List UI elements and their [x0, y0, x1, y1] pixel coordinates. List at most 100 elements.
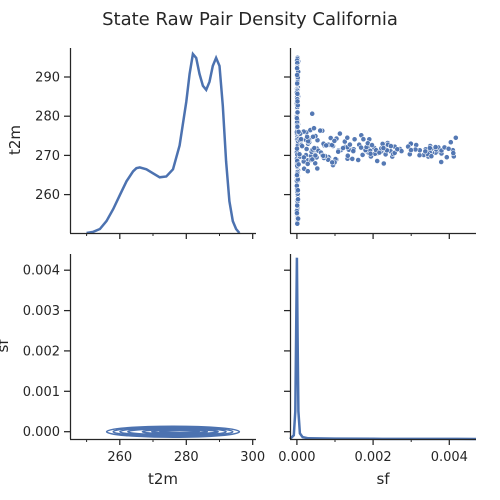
kde2d-contour-level	[112, 426, 234, 438]
scatter-point	[349, 155, 356, 162]
scatter-points	[293, 54, 459, 227]
scatter-point	[312, 160, 319, 167]
kde2d-contour-level	[105, 425, 241, 438]
scatter-point	[309, 156, 316, 163]
x-tick-label: 280	[174, 450, 199, 465]
y-ticks-sf-row-right	[284, 269, 290, 433]
scatter-point	[294, 202, 301, 209]
kde2d-contour-level	[119, 427, 227, 437]
y-tick-label: 0.002	[23, 344, 60, 359]
scatter-point	[320, 152, 327, 159]
y-ticks-sf-row: 0.000 0.001 0.002 0.003 0.004	[23, 264, 70, 440]
scatter-point	[303, 146, 310, 152]
scatter-point	[346, 141, 353, 148]
y-tick-label: 290	[35, 71, 60, 86]
scatter-point	[299, 143, 305, 149]
y-tick-label: 260	[35, 188, 60, 203]
y-tick-label: 0.000	[23, 425, 60, 440]
kde-curve-sf	[289, 257, 477, 441]
x-tick-label: 300	[240, 450, 265, 465]
scatter-point	[304, 168, 311, 175]
x-tick-label: 260	[107, 450, 132, 465]
scatter-point	[367, 150, 374, 157]
scatter-point	[350, 148, 357, 154]
y-ticks-t2m-row-right	[284, 76, 290, 196]
scatter-point	[416, 152, 423, 159]
scatter-point	[314, 165, 321, 172]
x-axis-label-sf: sf	[376, 470, 390, 488]
scatter-point	[422, 148, 429, 155]
kde2d-contours	[105, 425, 241, 438]
x-tick-label: 0.000	[278, 450, 315, 465]
scatter-point	[304, 133, 310, 140]
y-tick-label: 270	[35, 149, 60, 164]
y-ticks-t2m-row: 260 270 280 290	[35, 71, 70, 203]
scatter-point	[344, 152, 351, 159]
scatter-point	[374, 158, 381, 164]
scatter-point	[323, 142, 330, 149]
x-ticks-sf-top	[296, 233, 450, 239]
scatter-point	[294, 98, 301, 105]
x-tick-label: 0.004	[431, 450, 468, 465]
scatter-point	[294, 109, 301, 116]
x-ticks-sf-bottom: 0.000 0.002 0.004	[278, 439, 468, 465]
scatter-point	[359, 151, 366, 158]
scatter-point	[293, 115, 300, 122]
panel-t2m-sf	[284, 48, 476, 239]
scatter-point	[295, 215, 301, 222]
kde-curve-t2m	[86, 51, 241, 235]
scatter-point	[432, 144, 439, 150]
panel-sf-t2m: 0.000 0.001 0.002 0.003 0.004 260 280 300 sf t…	[0, 254, 265, 488]
scatter-point	[360, 136, 367, 143]
scatter-point	[294, 91, 301, 97]
scatter-point	[312, 152, 319, 159]
y-axis-label-t2m: t2m	[6, 125, 24, 155]
scatter-point	[447, 139, 454, 146]
x-axis-label-t2m: t2m	[148, 470, 178, 488]
scatter-point	[452, 134, 459, 141]
y-tick-label: 0.001	[23, 385, 60, 400]
scatter-point	[304, 160, 311, 167]
y-tick-label: 0.004	[23, 264, 60, 279]
x-ticks-t2m-top	[86, 233, 254, 239]
x-ticks-t2m-bottom: 260 280 300	[86, 439, 265, 465]
scatter-point	[443, 154, 450, 161]
scatter-point	[340, 145, 346, 151]
scatter-point	[294, 145, 300, 152]
scatter-point	[428, 153, 435, 160]
scatter-point	[317, 127, 324, 134]
x-tick-label: 0.002	[354, 450, 391, 465]
scatter-point	[369, 142, 375, 148]
y-tick-label: 280	[35, 110, 60, 125]
scatter-point	[311, 125, 317, 132]
scatter-point	[336, 130, 343, 137]
scatter-point	[355, 157, 362, 163]
scatter-point	[351, 136, 358, 143]
scatter-point	[295, 128, 302, 135]
scatter-point	[329, 159, 336, 166]
scatter-point	[335, 148, 342, 155]
scatter-point	[380, 160, 387, 167]
scatter-point	[294, 172, 300, 178]
scatter-point	[295, 196, 301, 203]
scatter-point	[294, 187, 301, 194]
y-axis-label-sf: sf	[0, 339, 12, 353]
scatter-point	[298, 136, 304, 142]
scatter-point	[295, 161, 302, 168]
scatter-point	[331, 137, 338, 144]
scatter-point	[309, 110, 316, 117]
scatter-point	[294, 210, 300, 216]
scatter-point	[450, 150, 457, 156]
scatter-point	[296, 151, 303, 158]
scatter-point	[408, 147, 414, 153]
scatter-point	[438, 159, 445, 165]
panel-t2m-t2m: 260 270 280 290 t2m	[6, 48, 256, 239]
scatter-point	[294, 72, 300, 78]
scatter-point	[294, 123, 301, 130]
scatter-point	[294, 80, 301, 87]
scatter-point	[300, 154, 307, 161]
scatter-point	[294, 65, 300, 72]
scatter-point	[311, 145, 318, 151]
scatter-point	[445, 145, 452, 152]
